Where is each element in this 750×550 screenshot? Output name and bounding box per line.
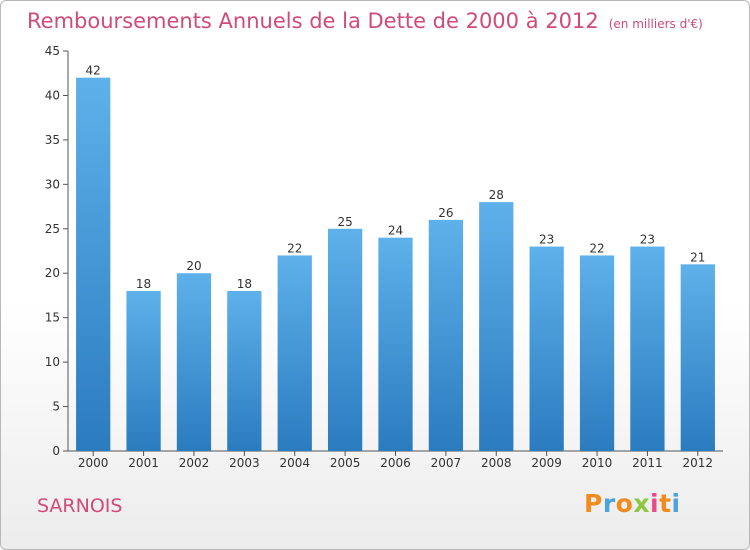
y-tick-label: 45: [45, 44, 60, 58]
unit-label: (en milliers d'€): [608, 17, 703, 31]
bar: [327, 228, 363, 451]
y-tick-label: 5: [52, 400, 60, 414]
y-tick-label: 35: [45, 133, 60, 147]
bar: [277, 255, 312, 451]
bar-value-label: 21: [690, 250, 705, 264]
x-tick-label: 2006: [380, 456, 411, 470]
y-tick-label: 30: [45, 177, 60, 191]
logo-letter: i: [671, 489, 681, 518]
logo-letter: i: [650, 489, 660, 518]
y-tick-label: 20: [45, 266, 60, 280]
y-tick-label: 10: [45, 355, 60, 369]
x-tick-label: 2005: [330, 456, 361, 470]
y-tick-label: 0: [52, 444, 60, 458]
bar: [630, 246, 665, 451]
bar: [479, 202, 514, 451]
x-tick-label: 2010: [582, 456, 613, 470]
bar: [579, 255, 615, 451]
bar-value-label: 22: [287, 241, 302, 255]
y-tick-label: 15: [45, 311, 60, 325]
bar-value-label: 25: [337, 215, 352, 229]
title-text: Remboursements Annuels de la Dette de 20…: [27, 9, 599, 33]
bar-value-label: 18: [237, 277, 252, 291]
commune-name: SARNOIS: [37, 495, 123, 517]
bar-value-label: 23: [539, 233, 554, 247]
bar: [680, 264, 715, 451]
x-tick-label: 2009: [531, 456, 562, 470]
x-tick-label: 2000: [78, 456, 109, 470]
bar-value-label: 42: [86, 64, 101, 78]
bar-value-label: 18: [136, 277, 151, 291]
bar: [126, 291, 161, 451]
x-tick-label: 2004: [279, 456, 310, 470]
bar: [76, 77, 111, 452]
bar-value-label: 26: [438, 206, 453, 220]
x-tick-label: 2011: [632, 456, 663, 470]
x-tick-label: 2002: [179, 456, 210, 470]
x-tick-label: 2003: [229, 456, 260, 470]
logo-letter: P: [584, 489, 603, 518]
bar: [378, 237, 413, 451]
bar-value-label: 20: [186, 259, 201, 273]
logo-letter: x: [633, 489, 650, 518]
bar: [227, 291, 262, 451]
chart-title: Remboursements Annuels de la Dette de 20…: [27, 9, 703, 33]
x-tick-label: 2001: [128, 456, 159, 470]
logo-letter: t: [659, 489, 672, 518]
y-tick-label: 40: [45, 88, 60, 102]
bar-value-label: 22: [589, 241, 604, 255]
y-tick-label: 25: [45, 222, 60, 236]
x-tick-label: 2008: [481, 456, 512, 470]
logo-letter: o: [615, 489, 634, 518]
bar-value-label: 24: [388, 224, 403, 238]
x-tick-label: 2007: [431, 456, 462, 470]
bar-value-label: 23: [640, 233, 655, 247]
bar: [529, 246, 564, 451]
bar: [176, 273, 212, 451]
bar-value-label: 28: [489, 188, 504, 202]
proxiti-logo: Proxiti: [584, 489, 681, 518]
bar: [428, 219, 464, 451]
x-tick-label: 2012: [683, 456, 714, 470]
logo-letter: r: [602, 489, 616, 518]
